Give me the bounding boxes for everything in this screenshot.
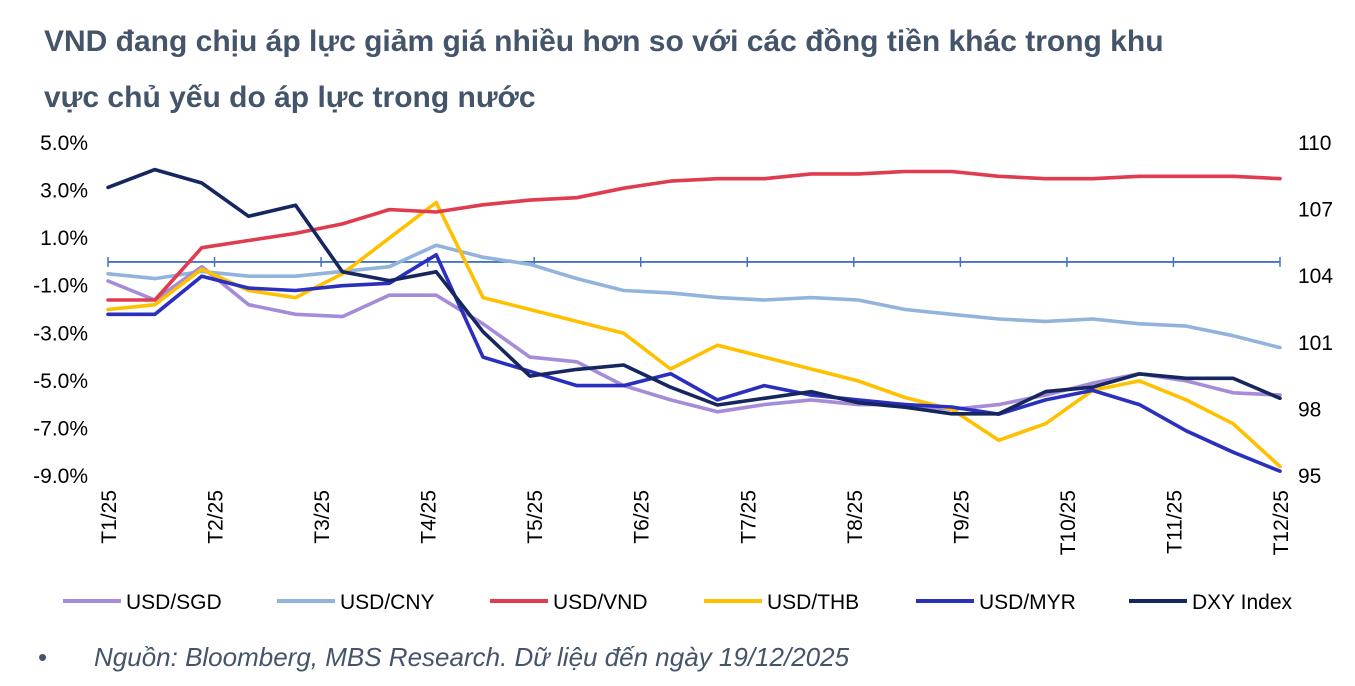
x-tick-label: T7/25: [737, 490, 760, 544]
y-right-tick-label: 101: [1298, 332, 1333, 355]
x-tick-label: T8/25: [844, 490, 867, 544]
series-line-usd-myr: [106, 253, 1282, 474]
y-left-tick-label: 1.0%: [40, 227, 88, 250]
y-right-tick-label: 104: [1298, 265, 1333, 288]
x-tick-label: T4/25: [418, 490, 441, 544]
series-line-usd-sgd: [106, 264, 1282, 414]
legend-label-usd-vnd: USD/VND: [553, 591, 648, 614]
x-tick-label: T12/25: [1270, 490, 1293, 555]
y-left-tick-label: -5.0%: [33, 370, 88, 393]
series-line-usd-vnd: [106, 169, 1282, 302]
source-text: Nguồn: Bloomberg, MBS Research. Dữ liệu …: [94, 642, 850, 672]
y-left-tick-label: -1.0%: [33, 275, 88, 298]
chart-title: VND đang chịu áp lực giảm giá nhiều hơn …: [44, 14, 1334, 126]
x-tick-label: T3/25: [311, 490, 334, 544]
legend-label-usd-thb: USD/THB: [767, 591, 859, 614]
y-right-tick-label: 110: [1298, 132, 1331, 155]
y-right-tick-label: 107: [1298, 199, 1333, 222]
x-tick-label: T10/25: [1057, 490, 1080, 555]
x-tick-label: T1/25: [98, 490, 121, 544]
legend-label-usd-sgd: USD/SGD: [126, 591, 222, 614]
y-left-tick-label: -9.0%: [33, 465, 88, 488]
chart-title-line-2: vực chủ yếu do áp lực trong nước: [44, 81, 536, 114]
x-tick-label: T5/25: [524, 490, 547, 544]
y-left-tick-label: -7.0%: [33, 417, 88, 440]
series-line-usd-thb: [106, 200, 1282, 469]
source-bullet: •: [38, 642, 48, 672]
y-left-tick-label: 5.0%: [40, 132, 88, 155]
series-line-usd-cny: [106, 243, 1282, 350]
legend-label-usd-myr: USD/MYR: [979, 591, 1076, 614]
chart-title-line-1: VND đang chịu áp lực giảm giá nhiều hơn …: [44, 25, 1164, 58]
x-tick-label: T11/25: [1163, 490, 1186, 554]
x-tick-label: T9/25: [950, 490, 973, 544]
y-left-tick-label: -3.0%: [33, 322, 88, 345]
y-right-tick-label: 98: [1298, 398, 1321, 421]
legend-label-usd-cny: USD/CNY: [340, 591, 435, 614]
source-note: • Nguồn: Bloomberg, MBS Research. Dữ liệu…: [38, 642, 849, 673]
fx-line-chart: 5.0% 3.0% 1.0% -1.0% -3.0% -5.0% -7.0% -9.0% 110…: [33, 132, 1333, 614]
y-left-tick-label: 3.0%: [40, 180, 88, 203]
x-tick-label: T2/25: [205, 490, 228, 544]
y-right-tick-label: 95: [1298, 465, 1321, 488]
legend-label-dxy-index: DXY Index: [1192, 591, 1293, 614]
series-line-dxy-index: [106, 167, 1282, 416]
x-tick-label: T6/25: [631, 490, 654, 544]
